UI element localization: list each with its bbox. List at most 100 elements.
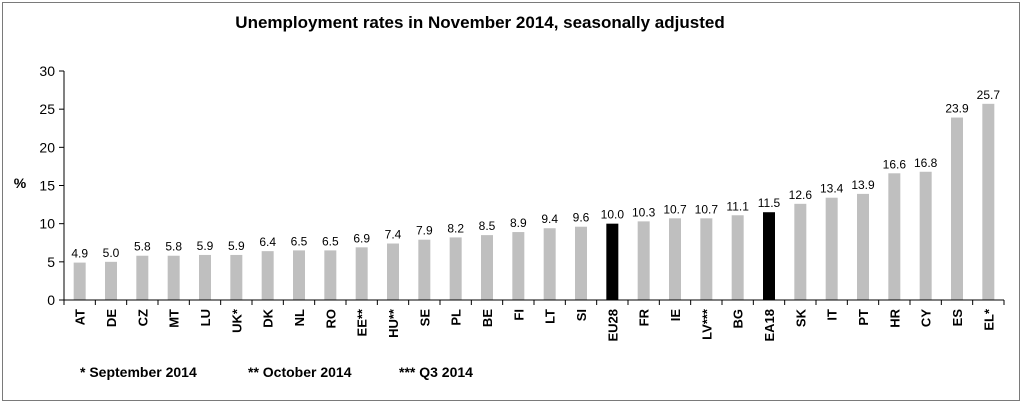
value-label: 6.4 (259, 235, 276, 249)
category-label: SK (793, 308, 808, 327)
category-label: PL (449, 309, 464, 326)
y-tick-label: 5 (47, 254, 55, 270)
category-label: EL* (981, 308, 996, 331)
category-label: SI (574, 309, 589, 321)
category-label: RO (323, 309, 338, 329)
bar-lv (700, 218, 713, 300)
category-label: UK* (229, 308, 244, 333)
category-label: FR (637, 308, 652, 326)
category-label: DK (261, 308, 276, 327)
footnote: * September 2014 (80, 364, 197, 380)
y-tick-label: 25 (39, 101, 55, 117)
bar-fi (512, 232, 525, 300)
value-label: 9.6 (573, 211, 590, 225)
category-label: HR (887, 308, 902, 327)
bar-mt (167, 255, 180, 300)
category-label: NL (292, 309, 307, 326)
bar-cz (136, 255, 149, 300)
footnote: ** October 2014 (248, 364, 352, 380)
category-label: LU (198, 309, 213, 326)
value-label: 8.5 (479, 219, 496, 233)
value-label: 8.9 (510, 216, 527, 230)
footnote: *** Q3 2014 (399, 364, 473, 380)
category-label: MT (167, 309, 182, 328)
axes-group (63, 71, 1005, 305)
category-label: BE (480, 309, 495, 327)
bar-es (951, 117, 963, 301)
value-label: 8.2 (447, 221, 464, 235)
category-label: DE (104, 309, 119, 327)
category-label: LV*** (699, 308, 714, 340)
footnotes-group: * September 2014 ** October 2014 *** Q3 20… (80, 364, 473, 380)
y-axis-label: % (14, 175, 27, 191)
category-label: CY (919, 309, 934, 327)
chart-title: Unemployment rates in November 2014, sea… (235, 13, 724, 32)
y-tick-label: 10 (39, 216, 55, 232)
value-label: 12.6 (789, 188, 813, 202)
value-label: 10.7 (695, 202, 719, 216)
value-label: 6.5 (322, 234, 339, 248)
bar-dk (261, 251, 274, 300)
category-label: IE (668, 309, 683, 322)
bar-se (418, 239, 431, 300)
value-label: 16.8 (914, 156, 938, 170)
bar-el (982, 103, 995, 300)
value-label: 5.0 (103, 246, 120, 260)
value-label: 6.9 (353, 231, 370, 245)
category-label: FI (511, 309, 526, 321)
bar-de (105, 261, 117, 300)
category-label: CZ (135, 309, 150, 326)
category-label: EU28 (605, 309, 620, 342)
category-label: SE (417, 309, 432, 327)
value-label: 13.9 (851, 178, 875, 192)
category-label: AT (73, 309, 88, 325)
value-label: 10.3 (632, 205, 656, 219)
bar-ea18 (763, 212, 775, 300)
category-labels-group: AT DE CZ MT LU UK* DK NL RO EE** HU** SE PL BE FI LT SI E… (73, 308, 997, 341)
bar-pl (449, 237, 462, 300)
bar-cy (919, 171, 932, 300)
bar-ie (669, 218, 681, 300)
value-label: 6.5 (291, 234, 308, 248)
value-label: 5.8 (134, 240, 151, 254)
value-label: 11.1 (726, 199, 749, 213)
value-label: 4.9 (71, 247, 88, 261)
category-label: EE** (355, 308, 370, 336)
y-tick-label: 15 (39, 178, 55, 194)
value-label: 25.7 (977, 88, 1001, 102)
chart-frame (2, 2, 1020, 401)
bar-ee (355, 247, 368, 300)
value-label: 7.9 (416, 224, 433, 238)
bar-si (575, 226, 587, 300)
value-label: 7.4 (385, 228, 402, 242)
value-label: 9.4 (541, 212, 558, 226)
bar-hr (888, 173, 901, 300)
value-label: 23.9 (945, 102, 969, 116)
bar-pt (857, 193, 869, 300)
bars-group (73, 103, 995, 301)
bar-lu (199, 254, 211, 300)
y-tick-label: 20 (39, 139, 55, 155)
value-labels-group: 4.9 5.0 5.8 5.8 5.9 5.9 6.4 6.5 6.5 6.9 7.4 7.9 8.2 8… (71, 88, 1000, 261)
bar-fr (637, 221, 650, 300)
bar-bg (731, 215, 744, 300)
bar-ro (324, 250, 337, 300)
bar-at (73, 262, 86, 300)
bar-it (825, 197, 838, 300)
bar-lt (543, 228, 556, 300)
value-label: 5.9 (197, 239, 214, 253)
category-label: ES (950, 309, 965, 327)
category-label: EA18 (762, 309, 777, 342)
category-label: PT (856, 309, 871, 326)
value-label: 11.5 (758, 196, 781, 210)
category-label: HU** (386, 308, 401, 338)
bar-nl (293, 250, 305, 300)
category-label: IT (825, 309, 840, 321)
bar-be (481, 235, 493, 300)
value-label: 5.9 (228, 239, 245, 253)
value-label: 10.0 (601, 208, 625, 222)
value-label: 5.8 (165, 240, 182, 254)
y-tick-label: 30 (39, 63, 55, 79)
value-label: 10.7 (663, 202, 687, 216)
category-label: BG (731, 309, 746, 329)
